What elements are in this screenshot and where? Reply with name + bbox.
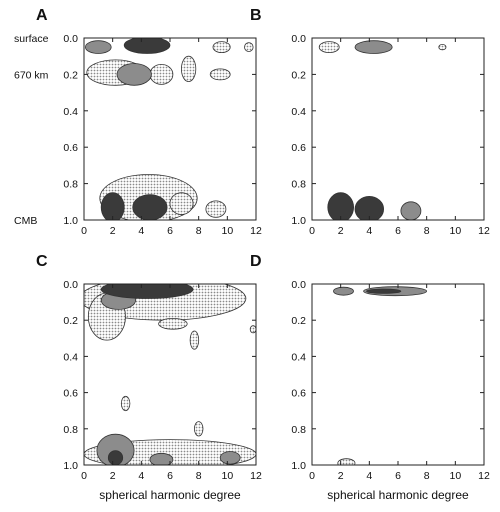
panel-d: 0 2 4 6 8 10 12 0.0 0.2 0.4 0.6 0.8 1.0	[291, 279, 490, 482]
contour-features	[85, 37, 253, 222]
contour-blob	[150, 64, 173, 84]
x-tick-label: 4	[138, 470, 144, 482]
contour-blob	[245, 43, 254, 52]
x-tick-label: 6	[167, 470, 173, 482]
x-tick-label: 8	[196, 225, 202, 237]
x-tick-label: 12	[478, 470, 490, 482]
y-tick-label: 1.0	[291, 460, 306, 472]
x-tick-label: 12	[478, 225, 490, 237]
y-tick-label: 0.8	[291, 424, 306, 436]
panel-a: 0 2 4 6 8 10 12 0.0 0.2 0.4 0.6 0.8 1.0	[63, 33, 262, 237]
x-tick-label: 2	[338, 470, 344, 482]
y-tick-label: 1.0	[63, 460, 78, 472]
y-tick-label: 0.8	[291, 179, 306, 191]
x-tick-label: 10	[449, 225, 461, 237]
panel-c: 0 2 4 6 8 10 12 0.0 0.2 0.4 0.6 0.8 1.0	[63, 277, 262, 482]
contour-features	[80, 277, 256, 469]
y-tick-label: 1.0	[291, 215, 306, 227]
x-tick-label: 4	[366, 225, 372, 237]
y-tick-label: 0.2	[291, 69, 306, 81]
contour-blob	[150, 453, 173, 466]
contour-blob	[334, 287, 354, 295]
contour-features	[334, 287, 427, 468]
x-tick-label: 2	[110, 470, 116, 482]
contour-blob	[213, 42, 230, 53]
x-tick-label: 10	[221, 225, 233, 237]
y-tick-label: 0.4	[291, 351, 306, 363]
contour-blob	[181, 56, 195, 81]
contour-blob	[101, 280, 193, 298]
x-tick-label: 2	[110, 225, 116, 237]
panel-letter: A	[36, 7, 48, 24]
contour-blob	[85, 41, 111, 54]
panel-letter: D	[250, 253, 262, 270]
x-tick-label: 4	[138, 225, 144, 237]
contour-blob	[367, 289, 401, 293]
contour-blob	[319, 42, 339, 53]
contour-blob	[121, 396, 130, 410]
x-tick-label: 12	[250, 225, 262, 237]
x-tick-label: 2	[338, 225, 344, 237]
y-tick-label: 0.0	[63, 279, 78, 291]
x-tick-label: 10	[221, 470, 233, 482]
y-tick-label: 0.2	[291, 315, 306, 327]
y-tick-label: 0.0	[63, 33, 78, 45]
x-tick-label: 8	[424, 470, 430, 482]
contour-blob	[220, 452, 240, 465]
y-tick-label: 0.0	[291, 33, 306, 45]
contour-blob	[355, 41, 392, 54]
depth-label: surface	[14, 33, 49, 45]
x-axis-title: spherical harmonic degree	[99, 488, 241, 502]
x-tick-label: 0	[309, 470, 315, 482]
y-tick-label: 0.8	[63, 179, 78, 191]
contour-blob	[250, 326, 256, 333]
y-tick-label: 1.0	[63, 215, 78, 227]
panel-letter: C	[36, 253, 48, 270]
y-tick-label: 0.2	[63, 69, 78, 81]
contour-blob	[190, 331, 199, 349]
depth-label: CMB	[14, 215, 37, 227]
contour-features	[319, 41, 446, 222]
y-tick-label: 0.0	[291, 279, 306, 291]
contour-blob	[401, 202, 421, 220]
x-tick-label: 0	[81, 470, 87, 482]
y-tick-label: 0.4	[291, 106, 306, 118]
contour-blob	[170, 193, 193, 215]
x-axis-title: spherical harmonic degree	[327, 488, 469, 502]
y-tick-label: 0.6	[63, 142, 78, 154]
depth-label: 670 km	[14, 69, 49, 81]
x-tick-label: 6	[167, 225, 173, 237]
y-tick-label: 0.4	[63, 106, 78, 118]
x-tick-label: 8	[424, 225, 430, 237]
y-tick-label: 0.2	[63, 315, 78, 327]
x-tick-label: 0	[81, 225, 87, 237]
y-tick-label: 0.6	[291, 142, 306, 154]
x-tick-label: 0	[309, 225, 315, 237]
x-tick-label: 6	[395, 470, 401, 482]
x-tick-label: 4	[366, 470, 372, 482]
panel-b: 0 2 4 6 8 10 12 0.0 0.2 0.4 0.6 0.8 1.0	[291, 33, 490, 237]
y-tick-label: 0.6	[291, 388, 306, 400]
contour-blob	[117, 64, 151, 86]
y-tick-label: 0.6	[63, 388, 78, 400]
contour-blob	[133, 195, 167, 220]
x-tick-label: 10	[449, 470, 461, 482]
panel-letter: B	[250, 7, 262, 24]
plot-frame	[312, 284, 484, 465]
x-tick-label: 12	[250, 470, 262, 482]
contour-blob	[108, 451, 122, 465]
y-tick-label: 0.4	[63, 351, 78, 363]
contour-blob	[206, 201, 226, 217]
x-tick-label: 6	[395, 225, 401, 237]
contour-blob	[124, 37, 170, 53]
x-tick-label: 8	[196, 470, 202, 482]
contour-blob	[194, 422, 203, 436]
contour-blob	[439, 44, 446, 49]
contour-blob	[159, 318, 188, 329]
contour-blob	[210, 69, 230, 80]
y-tick-label: 0.8	[63, 424, 78, 436]
